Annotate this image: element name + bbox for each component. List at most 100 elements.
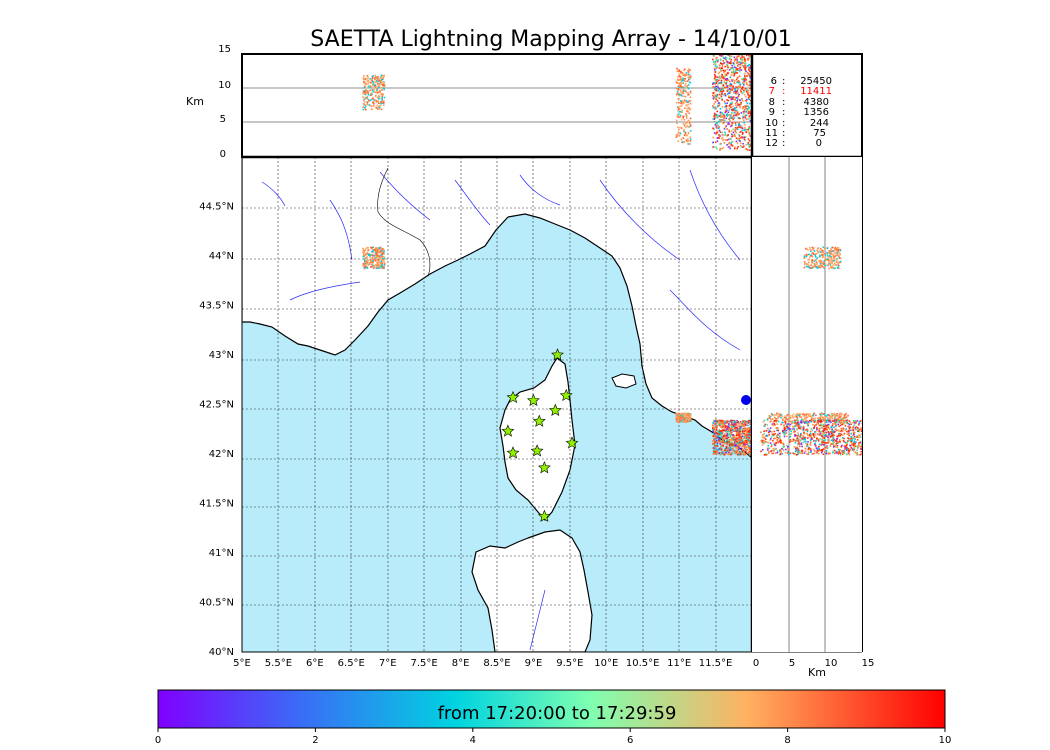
side-source-point bbox=[823, 441, 826, 444]
map-source-point bbox=[744, 446, 746, 449]
side-source-point bbox=[844, 441, 847, 444]
side-source-point bbox=[805, 442, 807, 445]
top-source-point bbox=[687, 92, 689, 94]
top-source-point bbox=[725, 82, 727, 85]
map-source-point bbox=[684, 412, 686, 415]
map-source-point bbox=[721, 432, 723, 435]
map-source-point bbox=[746, 428, 749, 430]
map-source-point bbox=[380, 247, 382, 250]
top-source-point bbox=[715, 107, 717, 110]
map-source-point bbox=[743, 427, 745, 430]
top-source-point bbox=[734, 69, 737, 72]
top-source-point bbox=[738, 122, 740, 124]
side-source-point bbox=[803, 432, 805, 435]
side-source-point bbox=[828, 263, 831, 265]
map-source-point bbox=[722, 435, 725, 438]
map-source-point bbox=[736, 446, 738, 449]
top-source-point bbox=[735, 81, 738, 84]
map-source-point bbox=[716, 450, 719, 452]
map-source-point bbox=[712, 450, 715, 452]
top-source-point bbox=[686, 122, 689, 124]
map-source-point bbox=[741, 421, 744, 423]
top-source-point bbox=[749, 67, 751, 69]
side-source-point bbox=[782, 449, 785, 452]
top-source-point bbox=[677, 93, 680, 96]
side-source-point bbox=[776, 419, 778, 422]
side-source-point bbox=[828, 414, 831, 417]
side-source-point bbox=[807, 447, 810, 449]
side-source-point bbox=[777, 420, 780, 423]
top-source-point bbox=[734, 102, 737, 105]
top-source-point bbox=[713, 55, 715, 57]
top-source-point bbox=[380, 93, 382, 95]
map-source-point bbox=[728, 429, 731, 431]
side-source-point bbox=[821, 432, 823, 435]
top-source-point bbox=[738, 139, 740, 142]
lat-label: 42.5°N bbox=[199, 400, 234, 411]
map-source-point bbox=[686, 415, 689, 418]
side-source-point bbox=[822, 444, 825, 446]
top-source-point bbox=[741, 137, 743, 139]
map-source-point bbox=[735, 442, 738, 445]
side-source-point bbox=[774, 437, 777, 440]
top-source-point bbox=[742, 146, 744, 148]
map-source-point bbox=[737, 448, 740, 450]
side-source-point bbox=[832, 440, 834, 443]
side-source-point bbox=[825, 452, 828, 455]
map-source-point bbox=[713, 449, 715, 451]
side-source-point bbox=[860, 448, 862, 450]
count-sep: : bbox=[782, 118, 785, 129]
side-source-point bbox=[794, 435, 796, 437]
map-source-point bbox=[722, 443, 724, 446]
top-ylabel: Km bbox=[186, 95, 204, 108]
side-source-point bbox=[834, 255, 836, 258]
top-source-point bbox=[379, 82, 381, 85]
map-source-point bbox=[681, 416, 683, 418]
side-source-point bbox=[800, 421, 803, 423]
side-source-point bbox=[821, 415, 823, 417]
side-source-point bbox=[800, 432, 802, 435]
side-source-point bbox=[803, 417, 806, 420]
top-source-point bbox=[716, 100, 719, 102]
side-source-point bbox=[815, 447, 818, 449]
lat-label: 40°N bbox=[209, 647, 234, 658]
map-source-point bbox=[365, 257, 367, 260]
top-source-point bbox=[681, 103, 684, 105]
side-source-point bbox=[806, 263, 808, 265]
side-source-point bbox=[827, 423, 829, 426]
top-source-point bbox=[739, 137, 742, 139]
side-source-point bbox=[797, 421, 799, 424]
map-source-point bbox=[737, 430, 740, 433]
top-source-point bbox=[716, 122, 718, 124]
side-source-point bbox=[818, 449, 821, 451]
side-source-point bbox=[766, 418, 769, 420]
top-source-point bbox=[735, 137, 738, 140]
side-source-point bbox=[850, 432, 852, 435]
top-source-point bbox=[730, 66, 732, 69]
top-source-point bbox=[689, 138, 692, 140]
map-source-point bbox=[730, 448, 732, 451]
side-source-point bbox=[849, 449, 851, 451]
side-source-point bbox=[806, 453, 808, 455]
top-source-point bbox=[739, 58, 742, 61]
map-source-point bbox=[378, 265, 380, 268]
side-source-point bbox=[808, 451, 810, 454]
top-source-point bbox=[747, 84, 750, 87]
side-source-point bbox=[810, 264, 812, 267]
map-source-point bbox=[735, 430, 737, 433]
side-source-point bbox=[811, 260, 814, 263]
map-source-point bbox=[723, 450, 726, 453]
side-source-point bbox=[807, 448, 810, 451]
side-source-point bbox=[858, 436, 860, 439]
top-source-point bbox=[363, 80, 365, 83]
side-source-point bbox=[827, 439, 829, 441]
side-source-point bbox=[817, 252, 819, 254]
top-source-point bbox=[749, 75, 751, 77]
side-source-point bbox=[819, 263, 822, 265]
top-source-point bbox=[682, 88, 684, 91]
map-source-point bbox=[716, 441, 718, 443]
side-source-point bbox=[822, 430, 824, 433]
map-source-point bbox=[743, 442, 746, 445]
top-source-point bbox=[683, 89, 685, 92]
side-source-point bbox=[763, 437, 765, 439]
